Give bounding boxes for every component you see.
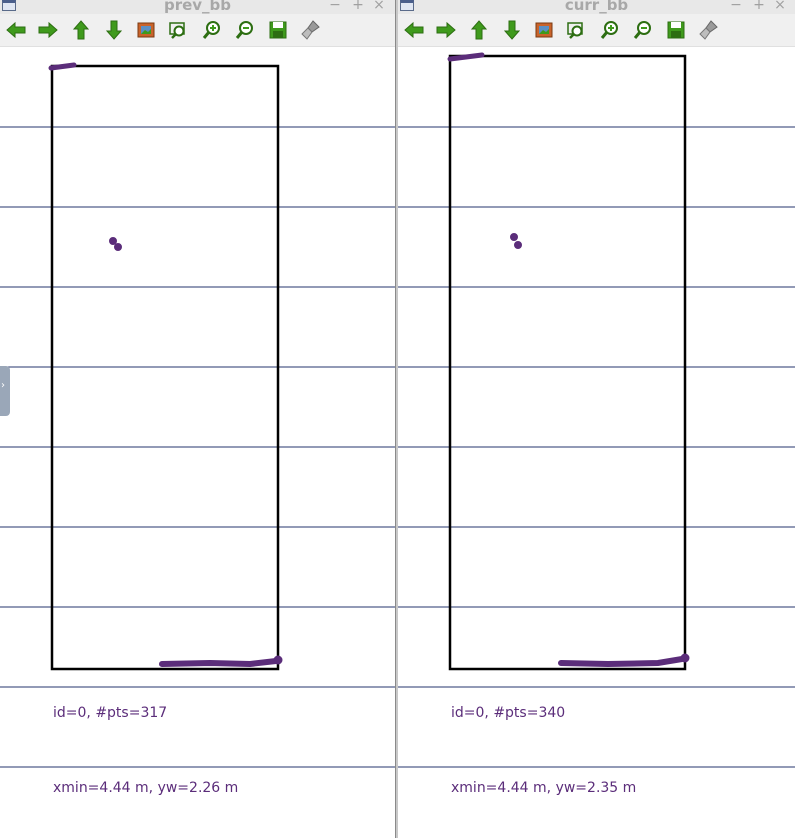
zoom-fit-button[interactable] bbox=[565, 18, 589, 42]
point-cloud bbox=[48, 62, 283, 668]
toolbar bbox=[0, 14, 395, 47]
info-id-label: id=0, #pts=317 bbox=[53, 705, 168, 721]
clear-brush-icon bbox=[301, 20, 320, 40]
clear-brush-button[interactable] bbox=[299, 18, 323, 42]
minimize-button[interactable]: − bbox=[329, 0, 341, 13]
grid-lines bbox=[0, 126, 395, 768]
arrow-down-icon bbox=[105, 20, 123, 40]
save-button[interactable] bbox=[664, 18, 688, 42]
arrow-down-button[interactable] bbox=[102, 18, 126, 42]
window-menu-icon[interactable] bbox=[2, 0, 16, 11]
arrow-right-button[interactable] bbox=[434, 18, 458, 42]
zoom-out-button[interactable] bbox=[233, 18, 257, 42]
close-button[interactable]: × bbox=[774, 0, 786, 13]
zoom-fit-icon bbox=[169, 22, 185, 39]
reset-view-button[interactable] bbox=[532, 18, 556, 42]
arrow-left-icon bbox=[6, 21, 26, 39]
info-dims-label: xmin=4.44 m, yw=2.26 m bbox=[53, 780, 239, 796]
zoom-fit-button[interactable] bbox=[167, 18, 191, 42]
zoom-out-icon bbox=[633, 21, 651, 39]
info-id-label: id=0, #pts=340 bbox=[451, 705, 566, 721]
arrow-left-icon bbox=[404, 21, 424, 39]
plot-window-prev-bb: prev_bb − + × bbox=[0, 0, 395, 838]
side-panel-handle[interactable]: › bbox=[0, 366, 10, 416]
info-dims-label: xmin=4.44 m, yw=2.35 m bbox=[451, 780, 637, 796]
chevron-right-icon: › bbox=[1, 380, 5, 391]
arrow-left-button[interactable] bbox=[4, 18, 28, 42]
minimize-button[interactable]: − bbox=[730, 0, 742, 13]
save-icon bbox=[667, 21, 685, 39]
save-icon bbox=[269, 21, 287, 39]
arrow-right-button[interactable] bbox=[36, 18, 60, 42]
arrow-right-icon bbox=[436, 21, 456, 39]
zoom-in-icon bbox=[600, 21, 618, 39]
zoom-in-button[interactable] bbox=[598, 18, 622, 42]
save-button[interactable] bbox=[266, 18, 290, 42]
clear-brush-button[interactable] bbox=[697, 18, 721, 42]
plot-canvas[interactable] bbox=[398, 47, 795, 838]
maximize-button[interactable]: + bbox=[753, 0, 765, 13]
plot-window-curr-bb: curr_bb − + × bbox=[398, 0, 795, 838]
window-title: curr_bb bbox=[564, 0, 629, 14]
arrow-up-icon bbox=[470, 20, 488, 40]
title-bar[interactable]: prev_bb − + × bbox=[0, 0, 395, 14]
point-cloud bbox=[447, 52, 690, 668]
grid-lines bbox=[398, 126, 795, 768]
title-bar[interactable]: curr_bb − + × bbox=[398, 0, 795, 14]
clear-brush-icon bbox=[699, 20, 718, 40]
arrow-down-icon bbox=[503, 20, 521, 40]
zoom-in-icon bbox=[202, 21, 220, 39]
arrow-left-button[interactable] bbox=[402, 18, 426, 42]
close-button[interactable]: × bbox=[373, 0, 385, 13]
zoom-out-button[interactable] bbox=[631, 18, 655, 42]
reset-view-icon bbox=[137, 22, 155, 38]
bounding-box bbox=[448, 54, 687, 671]
arrow-up-button[interactable] bbox=[69, 18, 93, 42]
maximize-button[interactable]: + bbox=[352, 0, 364, 13]
arrow-up-button[interactable] bbox=[467, 18, 491, 42]
plot-canvas[interactable] bbox=[0, 47, 395, 838]
arrow-down-button[interactable] bbox=[500, 18, 524, 42]
zoom-fit-icon bbox=[567, 22, 583, 39]
arrow-right-icon bbox=[38, 21, 58, 39]
plot-svg bbox=[0, 62, 395, 768]
zoom-out-icon bbox=[235, 21, 253, 39]
reset-view-icon bbox=[535, 22, 553, 38]
reset-view-button[interactable] bbox=[134, 18, 158, 42]
window-divider[interactable] bbox=[395, 0, 398, 838]
zoom-in-button[interactable] bbox=[200, 18, 224, 42]
plot-svg bbox=[398, 52, 795, 768]
window-menu-icon[interactable] bbox=[400, 0, 414, 11]
window-title: prev_bb bbox=[163, 0, 232, 14]
toolbar bbox=[398, 14, 795, 47]
bounding-box bbox=[50, 64, 280, 671]
arrow-up-icon bbox=[72, 20, 90, 40]
